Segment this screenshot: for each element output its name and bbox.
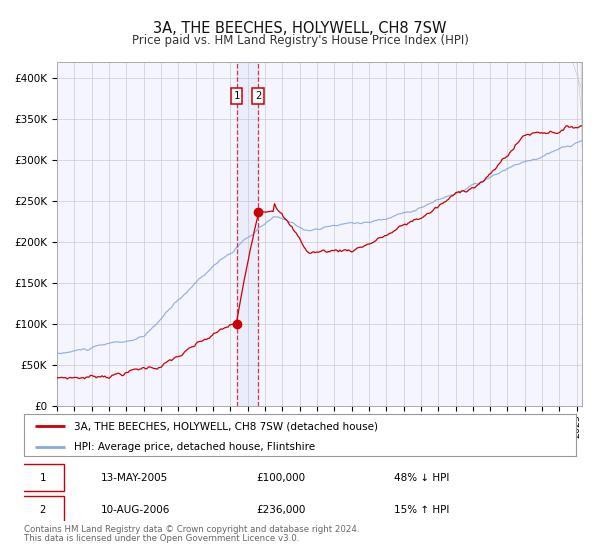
Text: Price paid vs. HM Land Registry's House Price Index (HPI): Price paid vs. HM Land Registry's House … (131, 34, 469, 46)
Text: 13-MAY-2005: 13-MAY-2005 (101, 473, 169, 483)
Text: This data is licensed under the Open Government Licence v3.0.: This data is licensed under the Open Gov… (24, 534, 299, 543)
Text: 2: 2 (40, 505, 46, 515)
Text: 1: 1 (233, 91, 240, 101)
Text: 3A, THE BEECHES, HOLYWELL, CH8 7SW (detached house): 3A, THE BEECHES, HOLYWELL, CH8 7SW (deta… (74, 421, 377, 431)
Bar (236, 62, 258, 406)
Text: 2: 2 (255, 91, 261, 101)
Text: HPI: Average price, detached house, Flintshire: HPI: Average price, detached house, Flin… (74, 442, 315, 452)
FancyBboxPatch shape (22, 496, 64, 524)
Text: £100,000: £100,000 (256, 473, 305, 483)
Text: 1: 1 (40, 473, 46, 483)
Text: 48% ↓ HPI: 48% ↓ HPI (394, 473, 449, 483)
Text: £236,000: £236,000 (256, 505, 305, 515)
Text: Contains HM Land Registry data © Crown copyright and database right 2024.: Contains HM Land Registry data © Crown c… (24, 525, 359, 534)
FancyBboxPatch shape (22, 464, 64, 492)
Text: 15% ↑ HPI: 15% ↑ HPI (394, 505, 449, 515)
Text: 10-AUG-2006: 10-AUG-2006 (101, 505, 170, 515)
Text: 3A, THE BEECHES, HOLYWELL, CH8 7SW: 3A, THE BEECHES, HOLYWELL, CH8 7SW (153, 21, 447, 36)
